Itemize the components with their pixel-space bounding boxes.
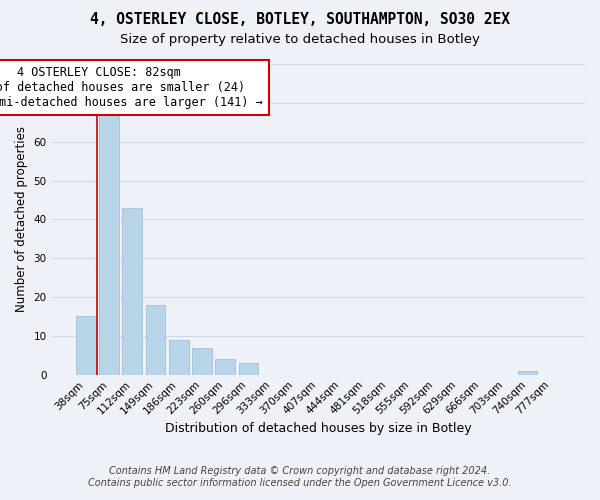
Bar [169,340,188,374]
X-axis label: Distribution of detached houses by size in Botley: Distribution of detached houses by size … [165,422,472,435]
Bar [122,208,142,374]
Bar [215,359,235,374]
Y-axis label: Number of detached properties: Number of detached properties [15,126,28,312]
Text: Size of property relative to detached houses in Botley: Size of property relative to detached ho… [120,32,480,46]
Bar [99,114,119,374]
Bar [239,363,259,374]
Text: Contains HM Land Registry data © Crown copyright and database right 2024.
Contai: Contains HM Land Registry data © Crown c… [88,466,512,487]
Bar [76,316,95,374]
Bar [146,305,166,374]
Text: 4, OSTERLEY CLOSE, BOTLEY, SOUTHAMPTON, SO30 2EX: 4, OSTERLEY CLOSE, BOTLEY, SOUTHAMPTON, … [90,12,510,28]
Bar [192,348,212,374]
Bar [518,371,538,374]
Text: 4 OSTERLEY CLOSE: 82sqm
← 14% of detached houses are smaller (24)
84% of semi-de: 4 OSTERLEY CLOSE: 82sqm ← 14% of detache… [0,66,263,109]
